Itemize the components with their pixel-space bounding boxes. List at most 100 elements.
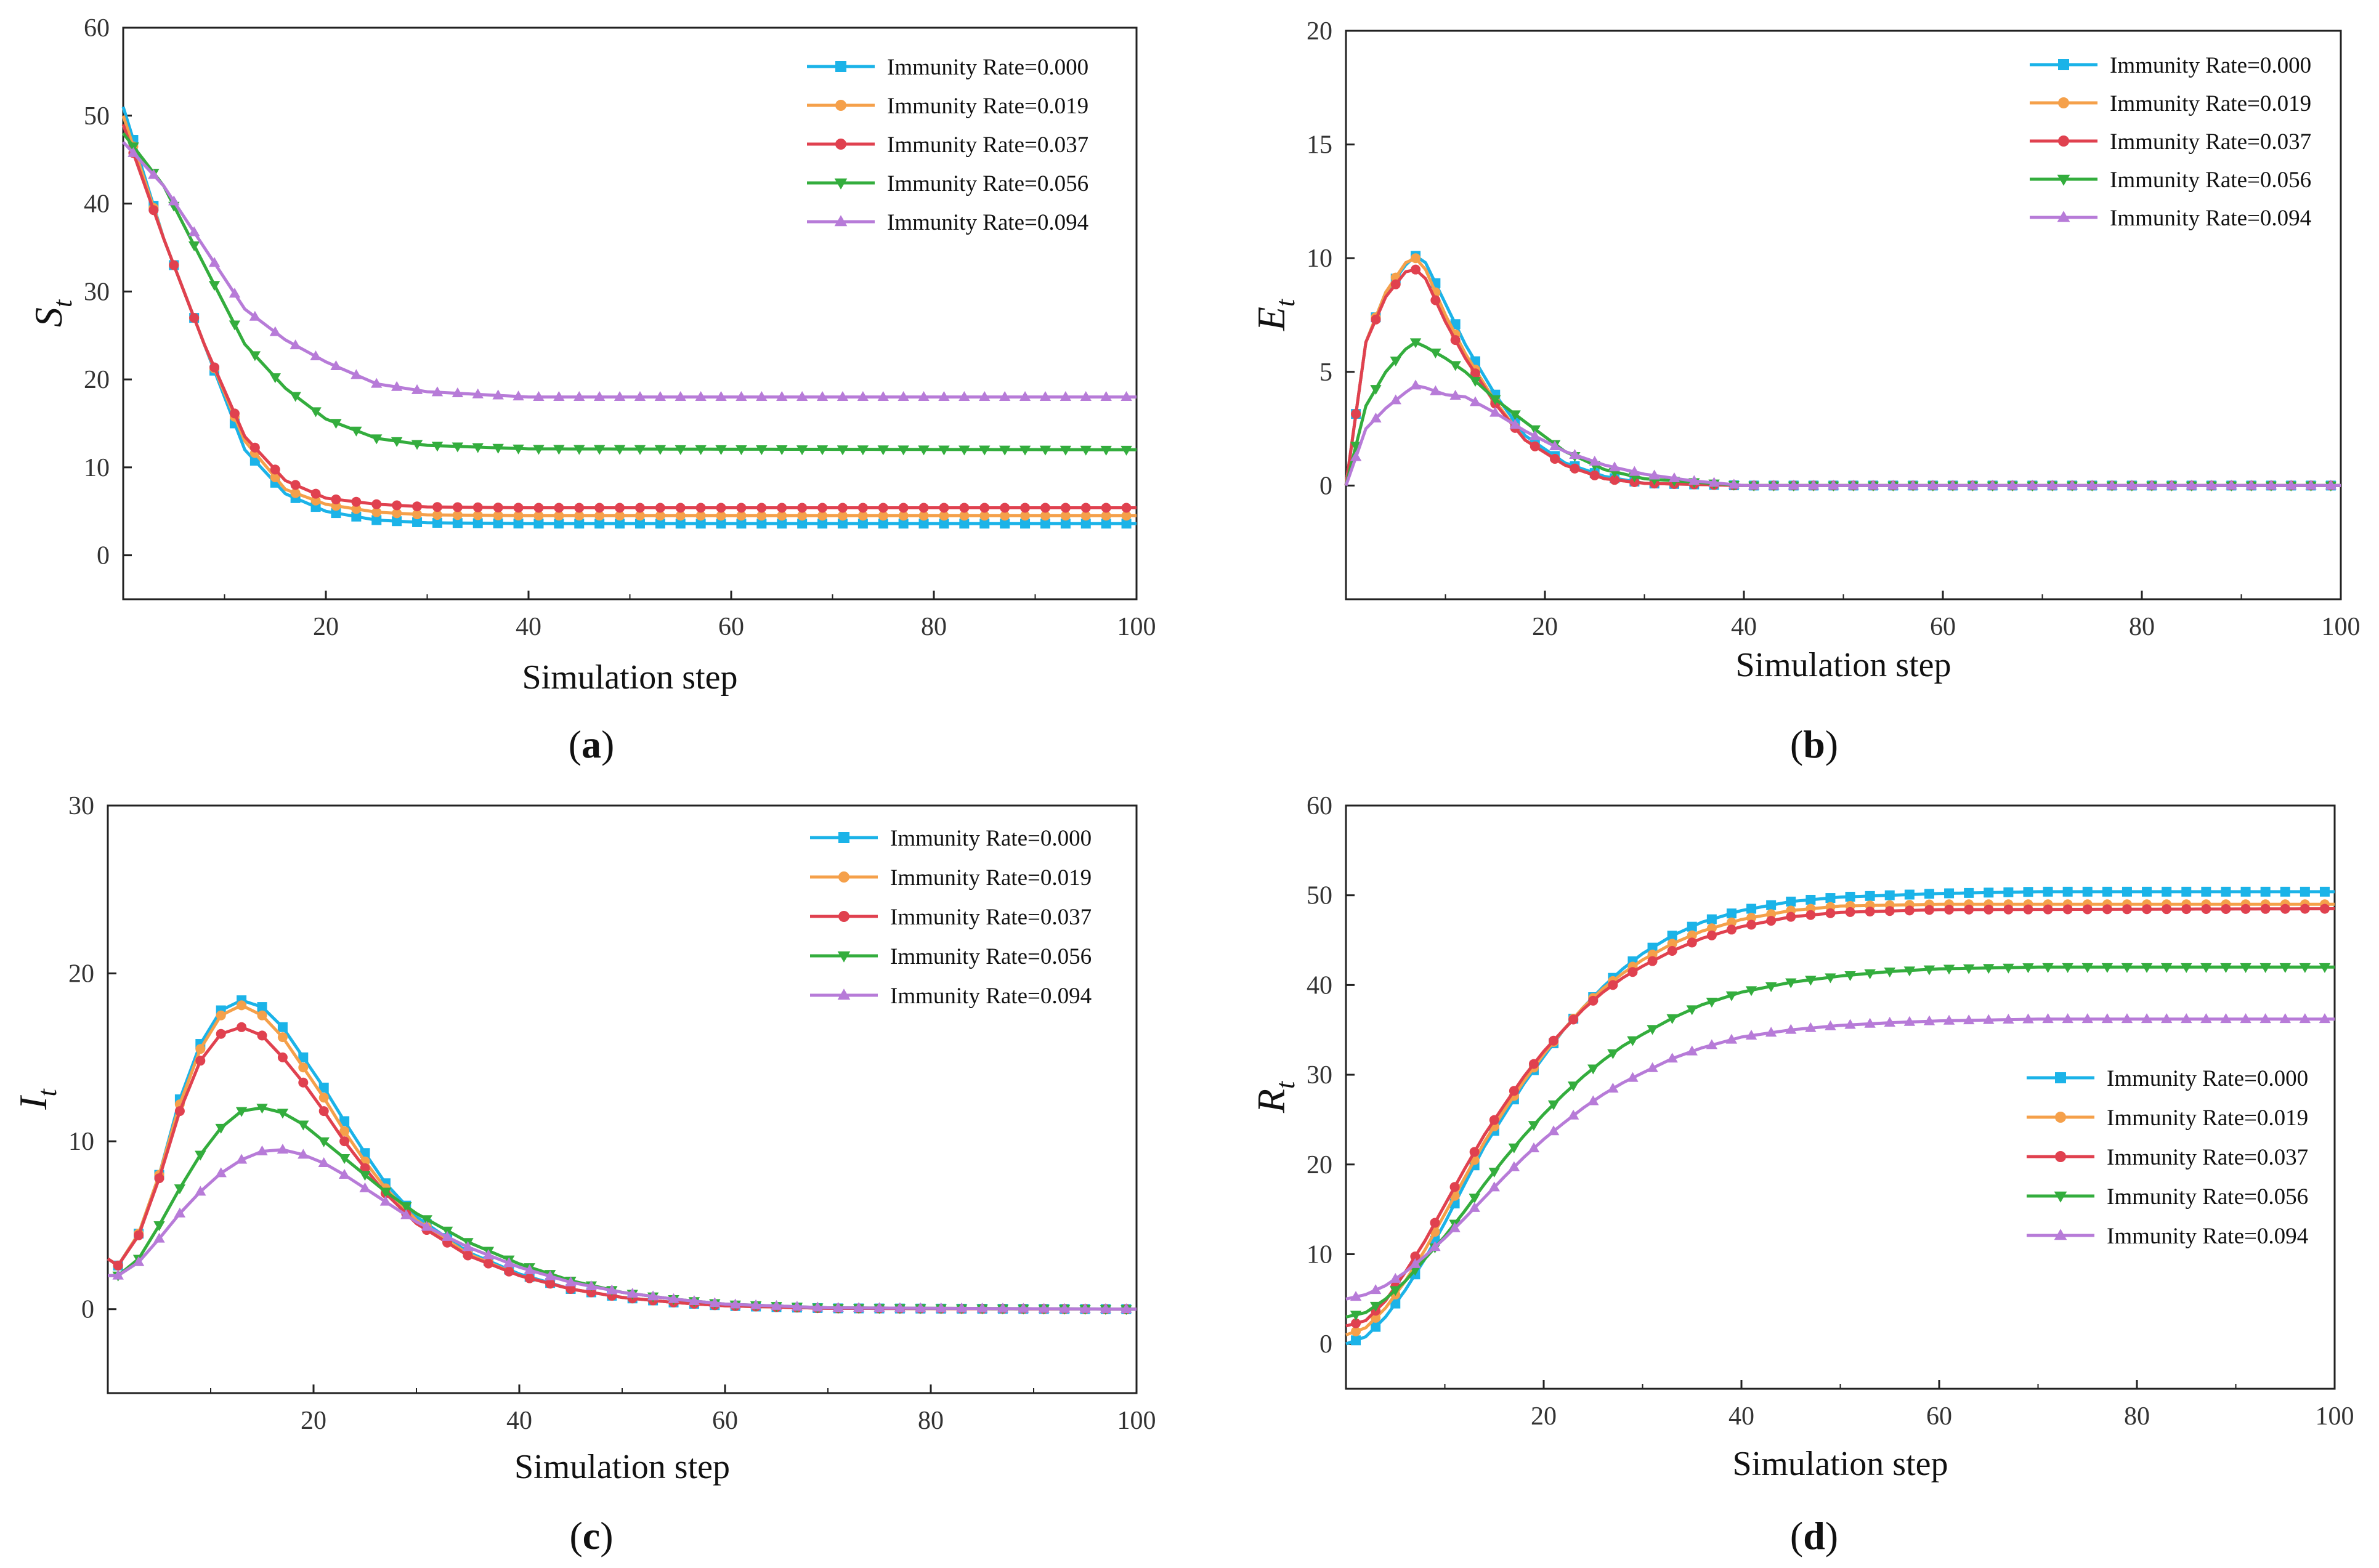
- data-point: [235, 1154, 248, 1164]
- data-point: [257, 1010, 267, 1020]
- data-point: [2186, 479, 2197, 490]
- data-point: [492, 443, 504, 454]
- data-point: [1907, 479, 1919, 490]
- data-point: [585, 1280, 598, 1291]
- data-point: [776, 445, 788, 456]
- data-point: [976, 1303, 988, 1313]
- data-point: [2160, 1013, 2173, 1024]
- data-point: [463, 1250, 473, 1261]
- data-point: [1430, 385, 1441, 395]
- data-point: [654, 391, 667, 402]
- data-point: [1530, 441, 1540, 451]
- x-axis-label: Simulation step: [1736, 646, 1951, 684]
- data-point: [1746, 913, 1757, 923]
- data-point: [472, 443, 484, 453]
- data-point: [999, 391, 1011, 402]
- data-point: [614, 445, 626, 455]
- legend-swatch-marker: [2058, 59, 2069, 70]
- data-point: [421, 1221, 432, 1231]
- data-point: [1488, 1168, 1500, 1178]
- data-point: [482, 1249, 495, 1259]
- data-point: [1038, 1303, 1050, 1313]
- series-4: [108, 1144, 1137, 1314]
- data-point: [1944, 888, 1955, 899]
- data-point: [1528, 1142, 1540, 1152]
- data-point: [918, 503, 929, 513]
- data-point: [400, 1202, 412, 1213]
- data-point: [290, 392, 301, 402]
- legend-entry: Immunity Rate=0.019: [2030, 91, 2311, 116]
- data-point: [565, 1276, 577, 1287]
- y-axis-label-main: S: [26, 307, 70, 327]
- data-point: [359, 1182, 371, 1192]
- y-axis-label-main: E: [1249, 307, 1293, 331]
- data-point: [553, 391, 565, 402]
- data-point: [2240, 886, 2251, 897]
- data-point: [776, 391, 788, 402]
- data-point: [360, 1163, 370, 1173]
- data-point: [132, 1256, 145, 1266]
- data-point: [2006, 479, 2019, 490]
- data-point: [1371, 1312, 1381, 1323]
- data-point: [412, 517, 423, 527]
- legend-label: Immunity Rate=0.056: [2107, 1184, 2308, 1210]
- data-point: [1019, 391, 1031, 402]
- legend-swatch-marker: [2058, 97, 2069, 108]
- x-tick-label: 80: [918, 1407, 944, 1435]
- data-point: [310, 495, 321, 506]
- legend-swatch-marker: [2055, 1151, 2066, 1162]
- data-point: [1903, 1016, 1916, 1026]
- data-point: [2220, 1013, 2232, 1024]
- data-point: [1508, 1161, 1520, 1171]
- x-tick-label: 100: [2316, 1402, 2354, 1431]
- data-point: [1000, 519, 1010, 529]
- data-point: [1411, 264, 1421, 275]
- data-point: [1469, 1202, 1480, 1212]
- data-point: [1786, 896, 1796, 907]
- data-point: [2201, 904, 2211, 915]
- data-point: [351, 426, 362, 437]
- data-point: [2220, 963, 2232, 973]
- legend-swatch-marker: [838, 832, 849, 843]
- data-point: [574, 511, 585, 521]
- data-point: [898, 511, 909, 521]
- data-point: [1607, 1083, 1619, 1093]
- data-point: [1587, 1095, 1599, 1105]
- data-point: [2200, 963, 2212, 973]
- data-point: [432, 517, 442, 528]
- legend-swatch-marker: [838, 871, 849, 883]
- y-axis-label-subscript: t: [1270, 298, 1300, 307]
- data-point: [756, 391, 768, 402]
- data-point: [979, 391, 991, 402]
- data-point: [195, 1186, 206, 1196]
- data-point: [174, 1184, 186, 1195]
- y-tick-label: 15: [1307, 131, 1332, 160]
- legend-entry: Immunity Rate=0.037: [2030, 129, 2311, 155]
- data-point: [1687, 921, 1697, 932]
- legend-label: Immunity Rate=0.000: [2110, 53, 2311, 78]
- data-point: [318, 1093, 329, 1103]
- y-tick-label: 30: [84, 278, 110, 306]
- series-line: [1344, 268, 2341, 487]
- data-point: [524, 1264, 535, 1274]
- data-point: [472, 388, 484, 398]
- legend-swatch-marker: [835, 100, 846, 111]
- data-point: [955, 1302, 968, 1312]
- data-point: [1904, 889, 1915, 900]
- data-point: [715, 445, 727, 455]
- data-point: [1121, 445, 1132, 456]
- data-point: [2260, 903, 2271, 914]
- legend: Immunity Rate=0.000 Immunity Rate=0.019 Im…: [807, 55, 1088, 235]
- panel-label-a: (a): [569, 722, 615, 766]
- data-point: [1351, 1326, 1361, 1336]
- data-point: [615, 511, 625, 521]
- data-point: [2003, 1014, 2014, 1024]
- legend-swatch-marker: [837, 988, 851, 1000]
- data-point: [1100, 391, 1112, 402]
- data-point: [533, 503, 544, 513]
- data-point: [1101, 519, 1111, 529]
- data-point: [269, 326, 281, 336]
- data-point: [939, 511, 949, 521]
- data-point: [208, 257, 221, 267]
- data-point: [857, 511, 868, 521]
